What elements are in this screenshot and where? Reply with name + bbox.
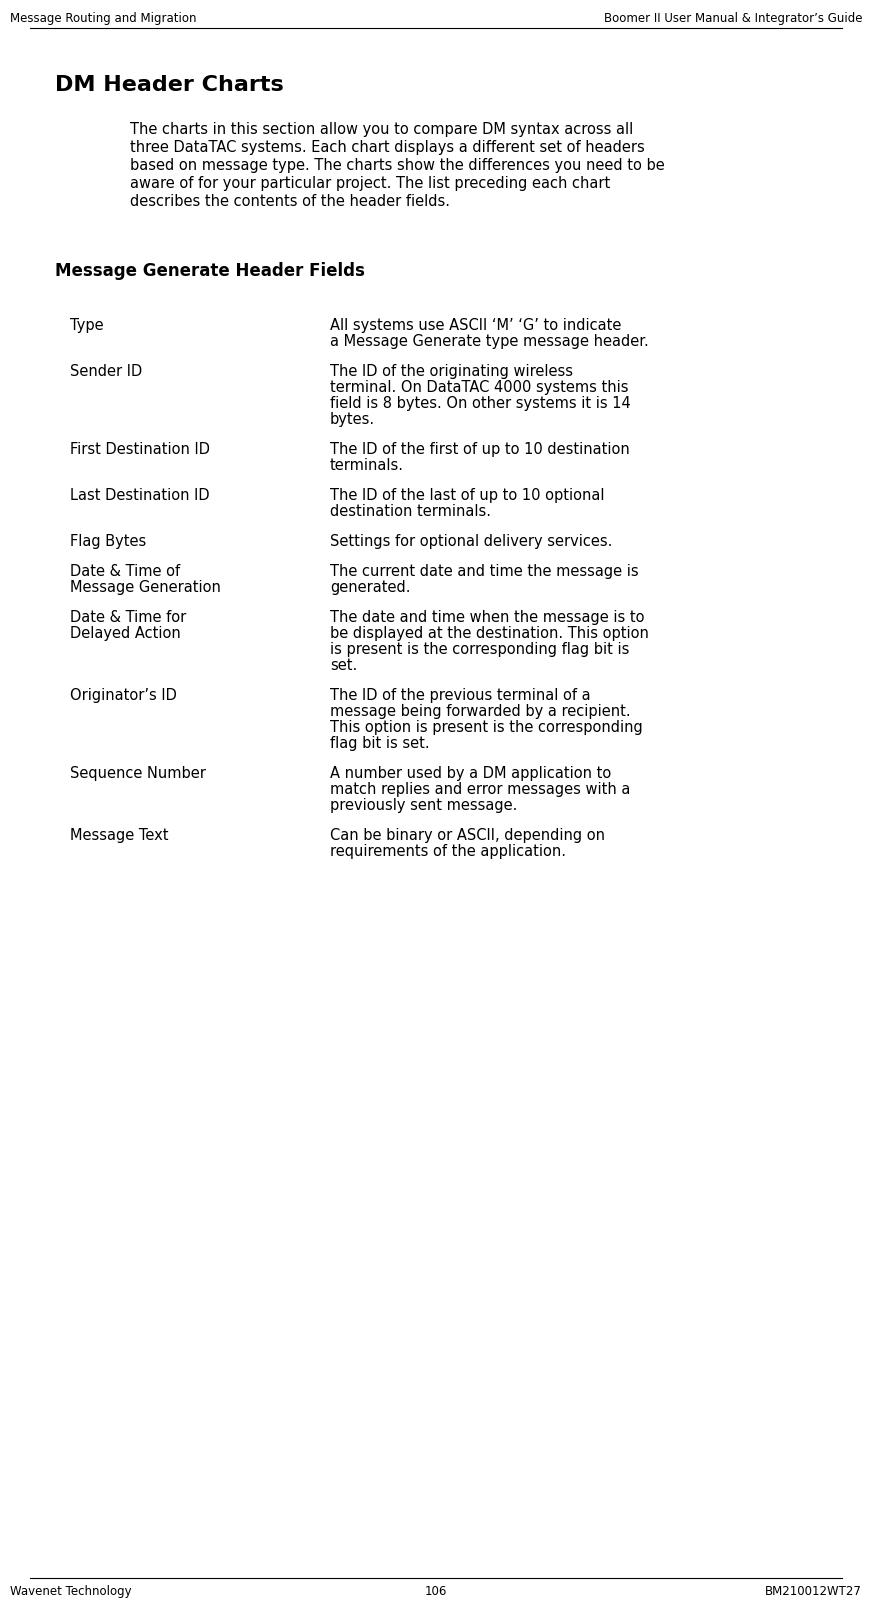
Text: Type: Type [70,318,104,334]
Text: flag bit is set.: flag bit is set. [330,736,430,751]
Text: previously sent message.: previously sent message. [330,799,517,813]
Text: Settings for optional delivery services.: Settings for optional delivery services. [330,534,612,549]
Text: The charts in this section allow you to compare DM syntax across all: The charts in this section allow you to … [130,122,633,136]
Text: Date & Time for: Date & Time for [70,610,187,626]
Text: A number used by a DM application to: A number used by a DM application to [330,767,611,781]
Text: is present is the corresponding flag bit is: is present is the corresponding flag bit… [330,642,630,658]
Text: The ID of the previous terminal of a: The ID of the previous terminal of a [330,688,590,703]
Text: based on message type. The charts show the differences you need to be: based on message type. The charts show t… [130,159,664,173]
Text: DM Header Charts: DM Header Charts [55,75,283,95]
Text: match replies and error messages with a: match replies and error messages with a [330,783,630,797]
Text: The ID of the first of up to 10 destination: The ID of the first of up to 10 destinat… [330,443,630,457]
Text: Sender ID: Sender ID [70,364,142,379]
Text: Flag Bytes: Flag Bytes [70,534,146,549]
Text: Originator’s ID: Originator’s ID [70,688,177,703]
Text: message being forwarded by a recipient.: message being forwarded by a recipient. [330,704,630,719]
Text: describes the contents of the header fields.: describes the contents of the header fie… [130,194,450,209]
Text: Message Text: Message Text [70,828,168,844]
Text: Delayed Action: Delayed Action [70,626,181,642]
Text: The current date and time the message is: The current date and time the message is [330,565,638,579]
Text: Message Generation: Message Generation [70,581,221,595]
Text: The ID of the originating wireless: The ID of the originating wireless [330,364,573,379]
Text: Date & Time of: Date & Time of [70,565,181,579]
Text: three DataTAC systems. Each chart displays a different set of headers: three DataTAC systems. Each chart displa… [130,140,644,156]
Text: Message Routing and Migration: Message Routing and Migration [10,11,196,26]
Text: This option is present is the corresponding: This option is present is the correspond… [330,720,643,735]
Text: terminal. On DataTAC 4000 systems this: terminal. On DataTAC 4000 systems this [330,380,629,395]
Text: destination terminals.: destination terminals. [330,504,491,520]
Text: Can be binary or ASCII, depending on: Can be binary or ASCII, depending on [330,828,605,844]
Text: terminals.: terminals. [330,459,404,473]
Text: Last Destination ID: Last Destination ID [70,488,209,504]
Text: 106: 106 [425,1585,447,1598]
Text: Sequence Number: Sequence Number [70,767,206,781]
Text: field is 8 bytes. On other systems it is 14: field is 8 bytes. On other systems it is… [330,396,630,411]
Text: All systems use ASCII ‘M’ ‘G’ to indicate: All systems use ASCII ‘M’ ‘G’ to indicat… [330,318,622,334]
Text: be displayed at the destination. This option: be displayed at the destination. This op… [330,626,649,642]
Text: aware of for your particular project. The list preceding each chart: aware of for your particular project. Th… [130,176,610,191]
Text: bytes.: bytes. [330,412,375,427]
Text: The ID of the last of up to 10 optional: The ID of the last of up to 10 optional [330,488,604,504]
Text: Boomer II User Manual & Integrator’s Guide: Boomer II User Manual & Integrator’s Gui… [603,11,862,26]
Text: Message Generate Header Fields: Message Generate Header Fields [55,261,364,281]
Text: a Message Generate type message header.: a Message Generate type message header. [330,334,649,350]
Text: First Destination ID: First Destination ID [70,443,210,457]
Text: requirements of the application.: requirements of the application. [330,844,566,860]
Text: Wavenet Technology: Wavenet Technology [10,1585,132,1598]
Text: set.: set. [330,658,358,674]
Text: generated.: generated. [330,581,411,595]
Text: The date and time when the message is to: The date and time when the message is to [330,610,644,626]
Text: BM210012WT27: BM210012WT27 [765,1585,862,1598]
